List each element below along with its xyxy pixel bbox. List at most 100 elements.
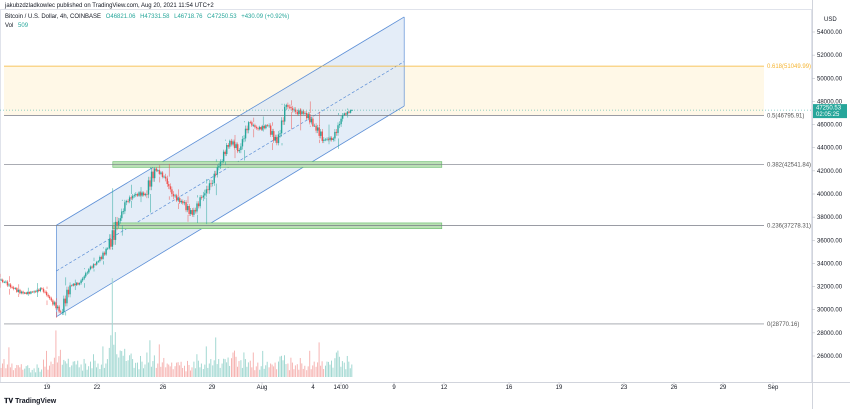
x-tick-label: 9 bbox=[392, 385, 396, 391]
candle-body bbox=[69, 285, 71, 295]
tradingview-logo[interactable]: 𝐓𝐕 TradingView bbox=[4, 398, 56, 406]
fib-label-0: 0(28770.16) bbox=[767, 322, 799, 328]
volume-bar bbox=[43, 359, 44, 377]
candle-body bbox=[221, 161, 223, 162]
volume-bar bbox=[172, 369, 174, 377]
volume-bar bbox=[343, 362, 345, 377]
candle-body bbox=[20, 291, 23, 294]
volume-bar bbox=[294, 365, 296, 377]
candle-body bbox=[260, 126, 262, 130]
volume-bar bbox=[177, 362, 179, 377]
volume-bar bbox=[317, 362, 319, 377]
volume-bar bbox=[61, 364, 63, 377]
volume-bar bbox=[329, 364, 331, 377]
candle-body bbox=[345, 113, 347, 115]
candle-body bbox=[17, 289, 20, 292]
volume-bar bbox=[144, 364, 146, 377]
volume-bar bbox=[348, 361, 350, 377]
candle-body bbox=[147, 180, 150, 195]
volume-bar bbox=[66, 363, 68, 377]
volume-bar bbox=[16, 364, 18, 377]
volume-bar bbox=[254, 370, 256, 377]
candle-body bbox=[255, 127, 258, 129]
ohlc-open: O46821.06 bbox=[105, 14, 136, 20]
x-tick-label: Sep bbox=[768, 385, 779, 391]
candle-body bbox=[5, 281, 7, 283]
candle-body bbox=[6, 281, 9, 286]
volume-bar bbox=[9, 367, 11, 377]
candle-body bbox=[158, 170, 161, 174]
candle-body bbox=[11, 287, 13, 289]
candle-body bbox=[251, 122, 253, 126]
volume-bar bbox=[279, 356, 281, 377]
volume-bar bbox=[5, 368, 7, 377]
candle-body bbox=[163, 176, 165, 178]
volume-bar bbox=[150, 366, 152, 377]
volume-bar bbox=[122, 355, 124, 377]
y-tick-label: 50000.00 bbox=[817, 76, 843, 82]
candle-body bbox=[219, 161, 222, 167]
candle-body bbox=[213, 173, 215, 183]
candle-body bbox=[241, 139, 244, 147]
volume-bar bbox=[335, 352, 337, 377]
symbol-title[interactable]: Bitcoin / U.S. Dollar, 4h, COINBASE bbox=[5, 14, 102, 20]
volume-bar bbox=[221, 363, 223, 377]
volume-bar bbox=[323, 369, 325, 377]
candle-body bbox=[108, 239, 110, 249]
candle-body bbox=[294, 109, 297, 112]
volume-bar bbox=[182, 367, 184, 377]
volume-bar bbox=[88, 366, 90, 377]
volume-bar bbox=[247, 362, 249, 377]
candle-body bbox=[249, 122, 251, 124]
channel-upper-line bbox=[56, 16, 405, 226]
volume-bar bbox=[118, 357, 120, 377]
candle-body bbox=[59, 311, 62, 313]
volume-bar bbox=[238, 361, 240, 377]
volume-bar bbox=[180, 361, 182, 377]
x-tick-label: 14:00 bbox=[333, 385, 349, 391]
volume-bar bbox=[255, 366, 257, 377]
candle-body bbox=[3, 281, 5, 283]
candle-body bbox=[351, 110, 353, 111]
legend-line: Bitcoin / U.S. Dollar, 4h, COINBASE O468… bbox=[5, 14, 292, 20]
volume-bar bbox=[72, 361, 74, 377]
volume-bar bbox=[302, 368, 304, 377]
volume-bar bbox=[146, 352, 148, 377]
candle-body bbox=[349, 110, 352, 113]
volume-bar bbox=[193, 361, 195, 377]
volume-bar bbox=[205, 346, 207, 377]
volume-bar bbox=[276, 369, 278, 377]
candle-body bbox=[235, 144, 237, 149]
candle-body bbox=[313, 125, 316, 127]
candle-body bbox=[212, 182, 214, 184]
volume-bar bbox=[2, 363, 3, 377]
volume-bar bbox=[130, 353, 132, 377]
candle-body bbox=[222, 151, 225, 162]
volume-bar bbox=[306, 370, 308, 377]
candle-body bbox=[238, 150, 240, 152]
volume-bar bbox=[284, 355, 285, 377]
candle-body bbox=[240, 146, 242, 151]
candle-body bbox=[337, 125, 339, 133]
y-tick-label: 30000.00 bbox=[817, 308, 843, 314]
volume-bar bbox=[6, 364, 8, 377]
volume-bar bbox=[116, 354, 118, 377]
volume-bar bbox=[207, 367, 209, 377]
candle-body bbox=[327, 138, 330, 140]
volume-bar bbox=[296, 364, 298, 377]
candle-body bbox=[324, 139, 327, 141]
volume-bar bbox=[11, 363, 13, 377]
volume-bar bbox=[213, 360, 215, 377]
candle-body bbox=[266, 125, 269, 127]
volume-bar bbox=[53, 357, 55, 377]
volume-bar bbox=[94, 360, 96, 377]
y-tick-label: 36000.00 bbox=[817, 238, 843, 244]
candle-body bbox=[36, 289, 38, 292]
volume-bar bbox=[90, 361, 91, 377]
candle-body bbox=[298, 110, 300, 115]
volume-bar bbox=[210, 359, 212, 377]
candle-body bbox=[197, 203, 200, 207]
volume-bar bbox=[19, 367, 21, 377]
volume-bar bbox=[127, 360, 129, 377]
